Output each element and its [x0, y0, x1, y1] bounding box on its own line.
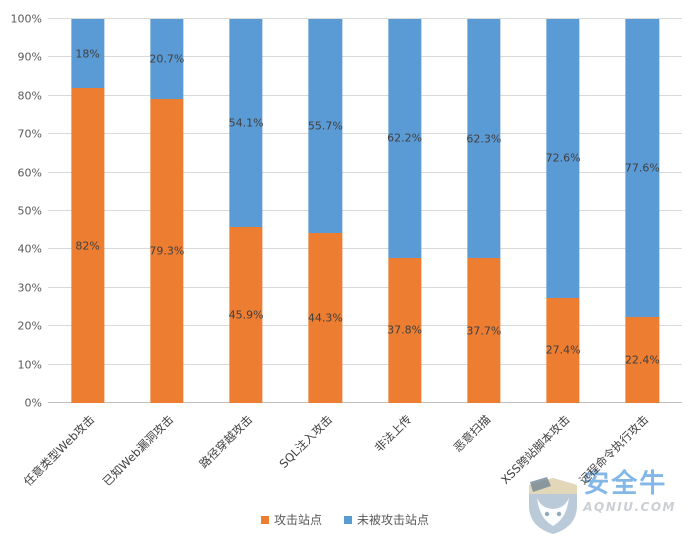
data-label: 22.4% — [624, 353, 660, 367]
aqniu-watermark: 安全牛 AQNIU.COM — [527, 470, 676, 534]
bar-segment — [467, 258, 501, 403]
x-label-slot: 路径穿越攻击 — [197, 407, 286, 503]
bars-layer: 82% 18% 79.3% 20.7% 45.9% 54.1% 44.3% 55.7% 37.8… — [48, 19, 682, 403]
bar-segment — [229, 19, 263, 227]
gridline-40% — [48, 248, 682, 250]
legend-swatch-icon — [344, 516, 352, 524]
data-label: 72.6% — [545, 151, 581, 165]
legend-label: 攻击站点 — [273, 513, 322, 527]
x-label-slot: 恶意扫描 — [444, 407, 523, 503]
stacked-bar — [467, 19, 501, 403]
gridline-30% — [48, 286, 682, 288]
bar-segment — [150, 98, 184, 403]
bar-segment — [308, 232, 343, 403]
data-label: 77.6% — [624, 161, 660, 175]
category-label: 路径穿越攻击 — [196, 412, 256, 471]
watermark-brand-text: 安全牛 — [583, 469, 668, 499]
data-label: 20.7% — [149, 52, 185, 66]
bar-segment — [229, 226, 263, 403]
stacked-bar — [150, 19, 184, 403]
x-label-slot: 远程命令执行攻击 — [577, 407, 682, 503]
bar-slot: 37.7% 62.3% — [444, 19, 523, 403]
bar-segment — [70, 88, 105, 403]
data-label: 55.7% — [307, 119, 343, 133]
legend-swatch-icon — [260, 516, 269, 524]
y-tick-label: 100% — [10, 12, 42, 26]
stacked-bar — [70, 19, 105, 403]
bar-slot: 45.9% 54.1% — [207, 19, 286, 403]
y-tick-label: 40% — [17, 242, 42, 256]
data-label: 37.7% — [466, 324, 502, 338]
x-label-slot: 非法上传 — [365, 407, 444, 503]
legend-label: 未被攻击站点 — [357, 513, 430, 527]
x-axis-category-labels: 任意类型Web攻击 已知Web漏洞攻击 路径穿越攻击 SQL注入攻击 非法上传 恶意扫描 X… — [20, 407, 682, 503]
y-tick-label: 10% — [17, 358, 42, 372]
bar-segment — [70, 19, 105, 89]
data-label: 44.3% — [307, 311, 343, 325]
stacked-bar — [546, 19, 580, 403]
legend-item: 攻击站点 — [260, 513, 322, 527]
bar-segment — [625, 19, 660, 317]
data-label: 37.8% — [387, 323, 423, 337]
stacked-bar — [387, 19, 422, 403]
bar-segment — [387, 257, 422, 403]
category-label: SQL注入攻击 — [276, 412, 335, 471]
y-tick-label: 90% — [17, 50, 42, 64]
category-label: 恶意扫描 — [450, 412, 494, 455]
category-label: 任意类型Web攻击 — [20, 412, 97, 489]
data-label: 18% — [75, 47, 100, 61]
y-tick-label: 0% — [24, 396, 42, 410]
data-label: 54.1% — [228, 116, 264, 130]
bar-slot: 27.4% 72.6% — [524, 19, 603, 403]
y-tick-label: 60% — [17, 166, 42, 180]
legend-item: 未被攻击站点 — [344, 514, 429, 526]
gridline-70% — [48, 133, 682, 135]
bar-slot: 82% 18% — [48, 19, 127, 403]
y-tick-label: 50% — [17, 204, 42, 218]
bar-slot: 22.4% 77.6% — [603, 19, 682, 403]
gridline-90% — [48, 56, 682, 58]
data-label: 82% — [75, 239, 100, 253]
bar-segment — [467, 19, 501, 259]
x-label-slot: 任意类型Web攻击 — [20, 407, 127, 503]
gridline-0% — [48, 402, 682, 403]
stacked-bar — [308, 19, 343, 403]
gridline-10% — [48, 363, 682, 365]
y-tick-label: 80% — [17, 89, 42, 103]
bar-segment — [387, 19, 422, 258]
gridline-50% — [48, 210, 682, 211]
bar-slot: 79.3% 20.7% — [127, 19, 206, 403]
data-label: 27.4% — [545, 343, 581, 357]
x-label-slot: 已知Web漏洞攻击 — [100, 407, 206, 503]
gridline-100% — [48, 18, 682, 19]
gridline-80% — [48, 94, 682, 96]
x-label-slot: XSS跨站脚本攻击 — [498, 407, 603, 503]
watermark-domain-text: AQNIU.COM — [583, 499, 676, 514]
bar-segment — [308, 19, 343, 233]
bar-slot: 37.8% 62.2% — [365, 19, 444, 403]
bar-segment — [150, 19, 184, 99]
data-label: 62.3% — [466, 132, 502, 146]
data-label: 79.3% — [149, 244, 185, 258]
bar-segment — [546, 297, 580, 403]
category-label: 非法上传 — [371, 412, 414, 455]
x-label-slot: SQL注入攻击 — [276, 407, 365, 503]
y-tick-label: 30% — [17, 281, 42, 295]
shield-bull-logo-icon — [529, 477, 578, 534]
y-axis: 0% 10% 20% 30% 40% 50% 60% 70% 80% 90% 100% — [0, 14, 42, 409]
gridline-60% — [48, 171, 682, 173]
data-label: 45.9% — [228, 308, 264, 322]
data-label: 62.2% — [387, 131, 423, 145]
bar-slot: 44.3% 55.7% — [286, 19, 365, 403]
bar-segment — [625, 316, 660, 403]
plot-area: 82% 18% 79.3% 20.7% 45.9% 54.1% 44.3% 55.7% 37.8… — [48, 18, 682, 403]
stacked-bar — [625, 19, 660, 403]
y-tick-label: 70% — [17, 127, 42, 141]
gridline-20% — [48, 325, 682, 327]
bar-segment — [546, 19, 580, 298]
legend: 攻击站点 未被攻击站点 — [0, 514, 690, 526]
y-tick-label: 20% — [17, 319, 42, 333]
stacked-bar — [229, 19, 263, 403]
